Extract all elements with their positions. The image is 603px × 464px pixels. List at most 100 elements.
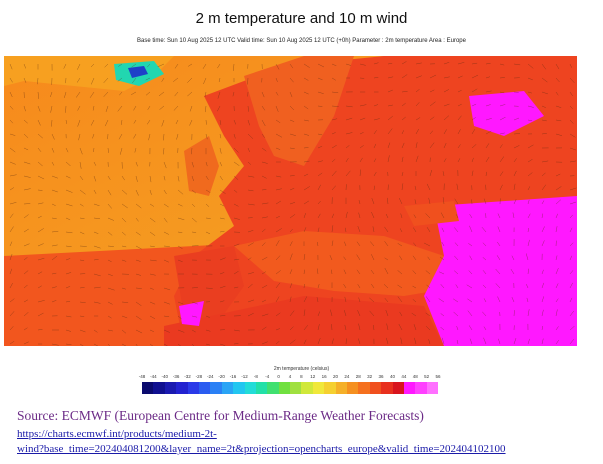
wind-arrow [9, 63, 13, 70]
wind-arrow [9, 174, 17, 177]
wind-arrow [373, 118, 380, 121]
wind-arrow [79, 161, 82, 169]
wind-arrow [414, 199, 417, 205]
wind-arrow [413, 242, 417, 247]
colorbar-swatch [221, 382, 234, 394]
wind-arrow [107, 189, 112, 196]
wind-arrow [275, 91, 279, 96]
wind-arrow [289, 282, 293, 289]
wind-arrow [93, 329, 98, 333]
wind-arrow [555, 213, 558, 219]
wind-arrow [233, 175, 239, 180]
wind-arrow [513, 183, 516, 191]
wind-arrow [219, 161, 223, 167]
wind-arrow [9, 213, 14, 219]
wind-arrow [163, 287, 171, 291]
wind-arrow [426, 284, 431, 289]
wind-arrow [316, 297, 319, 303]
wind-arrow [37, 243, 44, 247]
wind-arrow [317, 105, 323, 107]
colorbar-swatch [164, 382, 177, 394]
wind-arrow [401, 156, 404, 163]
source-link-line-1[interactable]: https://charts.ecmwf.int/products/medium… [17, 428, 217, 440]
wind-arrow [65, 203, 73, 207]
wind-arrow [397, 243, 403, 247]
colorbar-tick-label: -12 [241, 374, 248, 379]
source-link-line-2[interactable]: wind?base_time=202404081200&layer_name=2… [17, 443, 506, 455]
wind-arrow [386, 337, 389, 345]
wind-arrow [426, 227, 431, 233]
wind-arrow [527, 144, 534, 149]
wind-arrow [303, 339, 307, 345]
wind-arrow [187, 63, 193, 67]
wind-arrow [499, 77, 505, 79]
wind-arrow [65, 161, 71, 167]
wind-arrow [177, 315, 182, 320]
colorbar-swatch [290, 382, 302, 394]
colorbar-tick-label: -20 [218, 374, 225, 379]
wind-arrow [483, 198, 487, 205]
wind-arrow [343, 283, 347, 289]
wind-arrow [499, 116, 506, 121]
wind-arrow [373, 77, 379, 79]
africa-extreme-heat [179, 301, 204, 326]
wind-arrow [23, 133, 29, 139]
wind-arrow [317, 337, 321, 345]
wind-arrow [456, 326, 459, 331]
wind-arrow [9, 133, 16, 136]
colorbar-tick-label: 32 [367, 374, 373, 379]
wind-arrow [51, 189, 58, 193]
wind-arrow [261, 119, 266, 127]
colorbar-swatch [312, 382, 325, 394]
wind-arrow [51, 244, 58, 247]
wind-arrow [65, 258, 71, 261]
wind-arrow [79, 343, 84, 346]
wind-arrow [569, 255, 573, 261]
wind-arrow [219, 315, 226, 317]
wind-arrow [23, 77, 27, 83]
wind-arrow [527, 199, 530, 205]
scandinavia [244, 56, 354, 166]
wind-arrow [37, 215, 42, 219]
colorbar-tick-label: -48 [138, 374, 146, 379]
wind-arrow [429, 101, 436, 107]
colorbar-swatch [358, 382, 370, 394]
wind-arrow [233, 203, 239, 207]
wind-arrow [541, 119, 547, 122]
wind-arrow [79, 315, 85, 317]
wind-arrow [93, 189, 97, 194]
wind-arrow [401, 183, 404, 191]
wind-arrow [415, 142, 418, 149]
wind-arrow [485, 62, 491, 65]
wind-arrow [401, 102, 406, 107]
wind-arrow [107, 147, 109, 153]
wind-arrow [187, 77, 193, 83]
wind-arrow [121, 245, 127, 248]
wind-arrow [219, 272, 225, 275]
wind-arrow [555, 119, 562, 122]
temperature-map [4, 56, 577, 346]
wind-arrow [93, 231, 99, 234]
wind-arrow [343, 269, 347, 275]
wind-arrow [23, 243, 30, 247]
wind-arrow [189, 119, 193, 126]
wind-arrow [149, 189, 152, 195]
wind-arrow [541, 282, 545, 289]
wind-arrow [357, 284, 361, 289]
wind-arrow [555, 309, 558, 317]
wind-arrow [372, 324, 375, 331]
wind-arrow [107, 217, 114, 221]
wind-arrow [457, 75, 463, 79]
wind-arrow [79, 203, 84, 207]
wind-arrow [217, 91, 221, 99]
wind-arrow [51, 161, 55, 166]
wind-arrow [9, 187, 15, 191]
wind-arrow [261, 313, 269, 317]
wind-arrow [205, 343, 211, 346]
wind-arrow [51, 133, 55, 140]
wind-arrow [412, 285, 417, 289]
colorbar-swatch [426, 382, 439, 394]
greenland-coldest-patch [128, 66, 148, 78]
wind-arrow [65, 231, 73, 234]
wind-arrow [219, 230, 225, 233]
